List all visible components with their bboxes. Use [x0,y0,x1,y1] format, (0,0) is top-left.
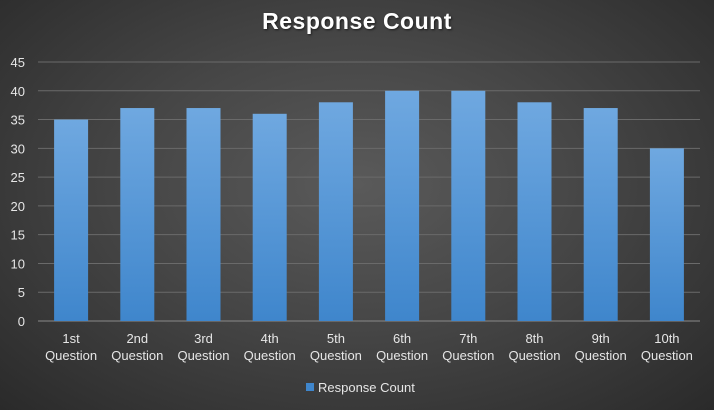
bar [318,102,353,322]
legend-label: Response Count [318,380,415,395]
y-tick-label: 15 [11,228,25,243]
y-tick-label: 5 [18,285,25,300]
x-tick-label: 7th [459,331,477,346]
x-tick-label: 1st [62,331,80,346]
legend-swatch [306,383,314,391]
x-tick-label: Question [310,348,362,363]
x-tick-label: 5th [327,331,345,346]
bar [385,90,420,322]
bar [517,102,552,322]
bar [252,113,287,321]
x-tick-label: 9th [592,331,610,346]
x-tick-label: Question [244,348,296,363]
chart-title: Response Count [262,8,452,34]
x-tick-label: 6th [393,331,411,346]
bar [186,108,221,322]
legend: Response Count [306,380,415,395]
bar [54,119,89,321]
bar [649,148,684,321]
y-tick-label: 35 [11,113,25,128]
x-tick-label: 10th [654,331,679,346]
x-tick-label: 8th [525,331,543,346]
x-tick-label: Question [177,348,229,363]
x-tick-label: 3rd [194,331,213,346]
bar [120,108,155,322]
y-tick-label: 45 [11,55,25,70]
bars [54,90,684,322]
x-tick-label: Question [641,348,693,363]
x-tick-label: Question [575,348,627,363]
x-tick-label: Question [508,348,560,363]
y-axis-ticks: 0 5 10 15 20 25 30 35 40 45 [11,55,25,329]
x-tick-label: Question [442,348,494,363]
y-tick-label: 10 [11,256,25,271]
y-tick-label: 25 [11,170,25,185]
x-tick-label: Question [376,348,428,363]
y-tick-label: 30 [11,141,25,156]
y-tick-label: 0 [18,314,25,329]
x-tick-label: 4th [261,331,279,346]
y-tick-label: 20 [11,199,25,214]
x-axis-ticks: 1st Question 2nd Question 3rd Question 4th Ques… [45,331,693,363]
bar [451,90,486,322]
y-tick-label: 40 [11,84,25,99]
x-tick-label: 2nd [126,331,148,346]
bar [583,108,618,322]
x-tick-label: Question [111,348,163,363]
x-tick-label: Question [45,348,97,363]
